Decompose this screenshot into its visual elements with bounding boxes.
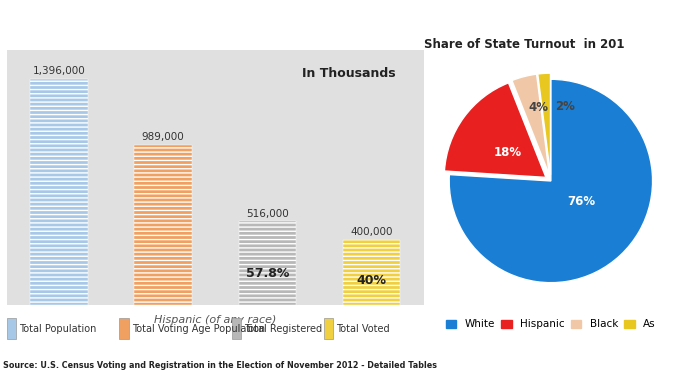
Bar <box>239 221 296 305</box>
Text: 76%: 76% <box>567 195 595 208</box>
Text: Hispanic (of any race): Hispanic (of any race) <box>154 315 277 325</box>
Text: 2%: 2% <box>555 100 575 113</box>
Legend: White, Hispanic, Black, As: White, Hispanic, Black, As <box>442 315 660 333</box>
Bar <box>31 79 87 305</box>
Text: In Thousands: In Thousands <box>302 67 395 80</box>
Text: Total Population: Total Population <box>19 324 97 334</box>
Text: 989,000: 989,000 <box>142 132 184 142</box>
Text: 18%: 18% <box>494 146 522 159</box>
Bar <box>232 318 241 339</box>
Text: 57.8%: 57.8% <box>245 267 289 280</box>
Text: Total Voting Age Population: Total Voting Age Population <box>132 324 265 334</box>
Wedge shape <box>538 73 551 175</box>
Text: Total Registered: Total Registered <box>245 324 323 334</box>
Bar <box>119 318 129 339</box>
Text: 4%: 4% <box>529 101 549 114</box>
Text: 1,396,000: 1,396,000 <box>33 66 85 76</box>
Text: The Latino Vote 2012: Arizona: The Latino Vote 2012: Arizona <box>161 13 517 33</box>
Text: 40%: 40% <box>357 274 386 287</box>
Wedge shape <box>512 74 549 175</box>
Text: Share of State Turnout  in 201: Share of State Turnout in 201 <box>424 38 624 51</box>
Text: 400,000: 400,000 <box>351 227 393 237</box>
Bar <box>343 240 400 305</box>
Text: Source: U.S. Census Voting and Registration in the Election of November 2012 - D: Source: U.S. Census Voting and Registrat… <box>3 361 437 370</box>
Bar <box>323 318 333 339</box>
Text: Total Voted: Total Voted <box>336 324 390 334</box>
Bar <box>7 318 16 339</box>
Wedge shape <box>445 83 546 178</box>
Bar <box>134 145 192 305</box>
Text: 516,000: 516,000 <box>246 208 289 219</box>
Wedge shape <box>450 79 652 283</box>
